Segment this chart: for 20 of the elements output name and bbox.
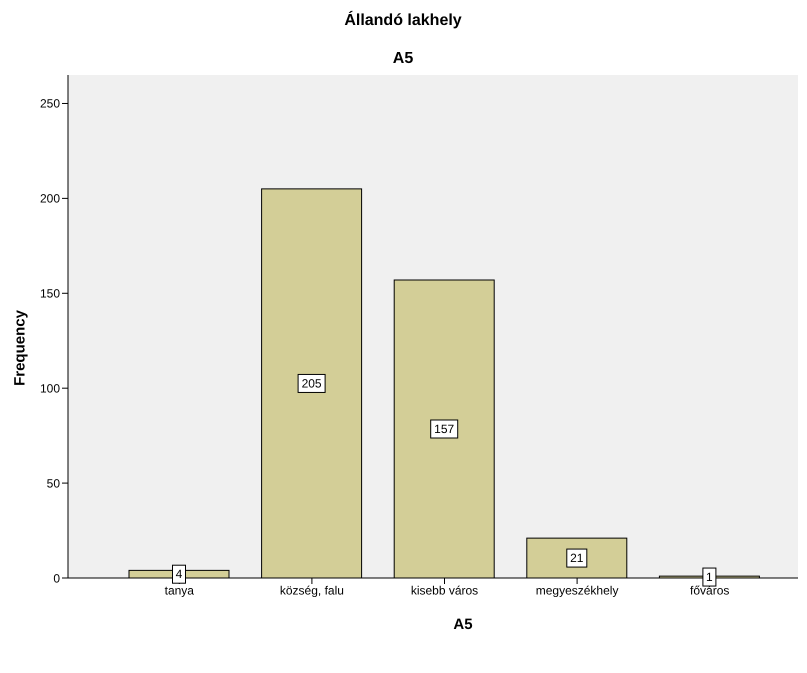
y-tick-label: 0: [53, 571, 60, 586]
data-label: 4: [176, 567, 183, 582]
data-label: 157: [434, 422, 455, 436]
x-axis-title: A5: [452, 616, 474, 633]
data-label: 205: [302, 376, 322, 390]
y-tick-label: 200: [40, 192, 60, 206]
x-tick-label: megyeszékhely: [536, 584, 618, 598]
y-tick-label: 150: [40, 286, 60, 301]
y-tick-label: 50: [46, 476, 60, 490]
data-label: 1: [706, 570, 714, 584]
y-tick-label: 100: [40, 381, 60, 396]
y-axis-title: Frequency: [12, 310, 28, 386]
x-tick-label: tanya: [164, 584, 194, 598]
x-tick-label: kisebb város: [410, 584, 478, 598]
chart-subtitle: A5: [392, 50, 414, 68]
x-tick-label: község, falu: [280, 584, 344, 598]
x-tick-label: főváros: [690, 584, 730, 598]
y-tick-label: 250: [40, 96, 60, 111]
data-label: 21: [570, 551, 584, 566]
chart-title: Állandó lakhely: [343, 12, 463, 30]
